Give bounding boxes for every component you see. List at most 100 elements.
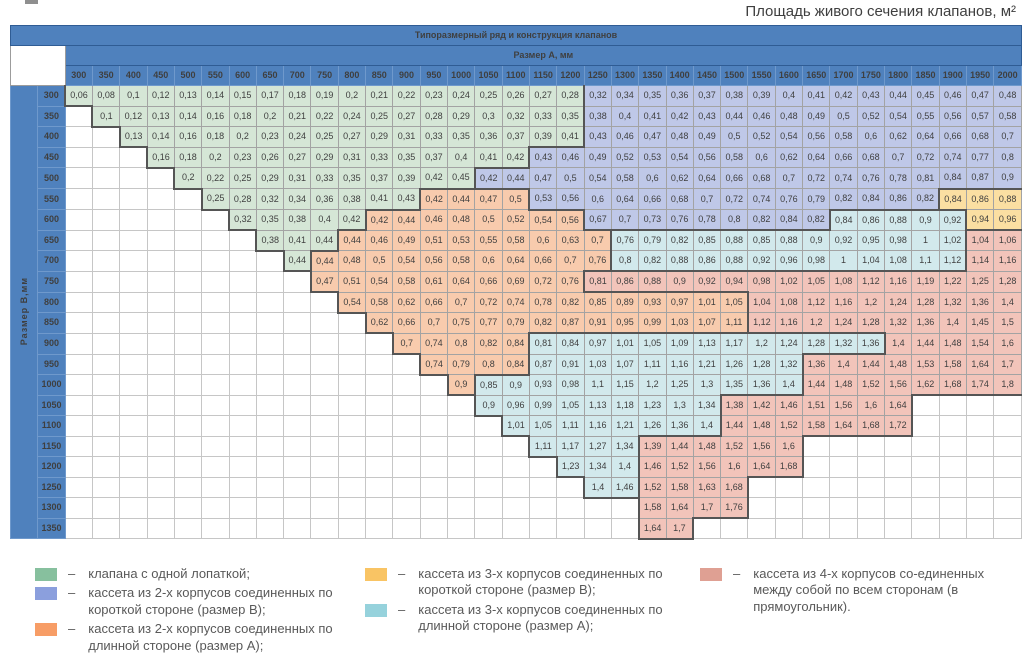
cell-b750-a1150: 0,72	[529, 271, 556, 292]
empty-cell	[393, 416, 420, 437]
legend-column-1: –клапана с одной лопаткой;–кассета из 2-…	[35, 566, 365, 654]
cell-b500-a550: 0,22	[202, 168, 229, 189]
cell-b600-a1650: 0,82	[803, 210, 830, 231]
cell-b1050-a1800: 1,64	[885, 395, 912, 416]
empty-cell	[366, 498, 393, 519]
legend-dash: –	[398, 566, 405, 583]
cell-b1050-a1750: 1,6	[857, 395, 884, 416]
empty-cell	[393, 375, 420, 396]
empty-cell	[202, 498, 229, 519]
cell-b400-a1200: 0,41	[557, 127, 584, 148]
cell-b1150-a1450: 1,48	[693, 436, 720, 457]
cell-b650-a650: 0,38	[256, 230, 283, 251]
cell-b300-a1250: 0,32	[584, 86, 611, 107]
cell-b850-a1700: 1,24	[830, 313, 857, 334]
cell-b600-a2000: 0,96	[994, 210, 1022, 231]
cell-b1100-a1750: 1,68	[857, 416, 884, 437]
cell-b450-a1900: 0,74	[939, 147, 966, 168]
cell-b750-a1050: 0,66	[475, 271, 502, 292]
empty-cell	[420, 395, 447, 416]
empty-cell	[120, 210, 147, 231]
cell-b1300-a1500: 1,76	[721, 498, 748, 519]
cell-b450-a1950: 0,77	[966, 147, 993, 168]
cell-b800-a900: 0,62	[393, 292, 420, 313]
empty-cell	[65, 416, 92, 437]
cell-b850-a1450: 1,07	[693, 313, 720, 334]
cell-b900-a1500: 1,17	[721, 333, 748, 354]
cell-b850-a1750: 1,28	[857, 313, 884, 334]
empty-cell	[311, 416, 338, 437]
cell-b1350-a1400: 1,7	[666, 518, 693, 539]
cell-b350-a600: 0,18	[229, 106, 256, 127]
empty-cell	[830, 457, 857, 478]
empty-cell	[366, 354, 393, 375]
cell-b750-a1550: 0,98	[748, 271, 775, 292]
col-header-850: 850	[366, 66, 393, 86]
cell-b350-a750: 0,22	[311, 106, 338, 127]
cell-b900-a1950: 1,54	[966, 333, 993, 354]
cell-b550-a1750: 0,84	[857, 189, 884, 210]
cell-b1050-a1700: 1,56	[830, 395, 857, 416]
cell-b700-a1100: 0,64	[502, 251, 529, 272]
cell-b750-a1650: 1,05	[803, 271, 830, 292]
empty-cell	[120, 395, 147, 416]
cell-b1000-a1400: 1,25	[666, 375, 693, 396]
empty-cell	[120, 375, 147, 396]
row-header-1350: 1350	[38, 518, 65, 539]
cell-b300-a1900: 0,46	[939, 86, 966, 107]
cell-b1150-a1500: 1,52	[721, 436, 748, 457]
empty-cell	[202, 210, 229, 231]
cell-b700-a1950: 1,14	[966, 251, 993, 272]
empty-cell	[120, 477, 147, 498]
cell-b650-a1900: 1,02	[939, 230, 966, 251]
cell-b950-a2000: 1,7	[994, 354, 1022, 375]
cell-b450-a1650: 0,64	[803, 147, 830, 168]
empty-cell	[338, 354, 365, 375]
cell-b400-a450: 0,14	[147, 127, 174, 148]
legend-swatch-pink	[700, 568, 722, 581]
cell-b400-a850: 0,29	[366, 127, 393, 148]
cell-b500-a1450: 0,64	[693, 168, 720, 189]
empty-cell	[311, 518, 338, 539]
cell-b1050-a1650: 1,51	[803, 395, 830, 416]
cell-b350-a650: 0,2	[256, 106, 283, 127]
empty-cell	[366, 518, 393, 539]
cell-b500-a650: 0,29	[256, 168, 283, 189]
cell-b1050-a1550: 1,42	[748, 395, 775, 416]
cell-b900-a1300: 1,01	[611, 333, 638, 354]
cell-b700-a950: 0,56	[420, 251, 447, 272]
empty-cell	[229, 375, 256, 396]
cell-b950-a1050: 0,8	[475, 354, 502, 375]
cell-b550-a550: 0,25	[202, 189, 229, 210]
empty-cell	[256, 354, 283, 375]
empty-cell	[147, 333, 174, 354]
empty-cell	[448, 416, 475, 437]
empty-cell	[912, 518, 939, 539]
cell-b800-a1950: 1,36	[966, 292, 993, 313]
cell-b550-a1200: 0,56	[557, 189, 584, 210]
cell-b400-a600: 0,2	[229, 127, 256, 148]
cell-b300-a1800: 0,44	[885, 86, 912, 107]
cell-b1050-a1100: 0,96	[502, 395, 529, 416]
cell-b750-a1750: 1,12	[857, 271, 884, 292]
cell-b950-a1450: 1,21	[693, 354, 720, 375]
cell-b800-a1450: 1,01	[693, 292, 720, 313]
empty-cell	[65, 436, 92, 457]
empty-cell	[147, 168, 174, 189]
empty-cell	[311, 375, 338, 396]
cell-b550-a800: 0,38	[338, 189, 365, 210]
empty-cell	[202, 251, 229, 272]
cell-b1200-a1350: 1,46	[639, 457, 666, 478]
legend-label: клапана с одной лопаткой;	[88, 566, 250, 583]
cell-b400-a1000: 0,35	[448, 127, 475, 148]
cell-b800-a1550: 1,04	[748, 292, 775, 313]
cell-b650-a1100: 0,58	[502, 230, 529, 251]
empty-cell	[92, 189, 119, 210]
cell-b550-a650: 0,32	[256, 189, 283, 210]
empty-cell	[338, 498, 365, 519]
empty-cell	[202, 313, 229, 334]
empty-cell	[284, 333, 311, 354]
cell-b850-a1950: 1,45	[966, 313, 993, 334]
cell-b1200-a1300: 1,4	[611, 457, 638, 478]
cell-b350-a1150: 0,33	[529, 106, 556, 127]
